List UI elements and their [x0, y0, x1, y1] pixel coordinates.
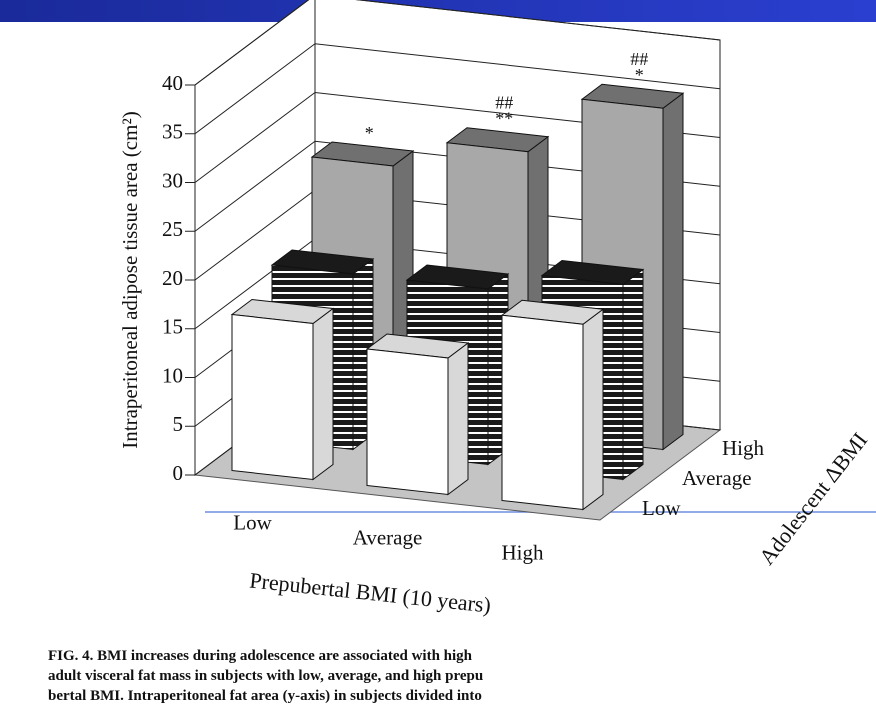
annotation: * — [365, 123, 374, 143]
grid-line — [194, 0, 721, 86]
bar — [366, 348, 449, 496]
bar-side — [622, 268, 644, 481]
bar-side — [662, 92, 684, 451]
annotation: * — [635, 65, 644, 85]
grid-line — [194, 43, 721, 135]
plot: 0510152025303540LowAverageHighLowAverage… — [162, 0, 765, 564]
annotation: ## — [495, 93, 513, 113]
y-tick-label: 10 — [162, 363, 183, 387]
bar-side — [582, 308, 604, 511]
y-tick-label: 40 — [162, 71, 183, 95]
bar — [231, 313, 314, 481]
x-tick-label: Average — [353, 525, 423, 549]
y-tick-label: 25 — [162, 217, 183, 241]
y-tick-label: 30 — [162, 168, 183, 192]
caption-line: bertal BMI. Intraperitoneal fat area (y-… — [48, 688, 482, 704]
legend-label: Average — [682, 466, 752, 490]
y-tick-label: 0 — [173, 461, 184, 485]
bar-side — [447, 342, 469, 496]
bar — [501, 314, 584, 511]
x-tick-label: Low — [233, 510, 272, 534]
bar-side — [312, 307, 334, 481]
caption-line: adult visceral fat mass in subjects with… — [48, 668, 483, 684]
y-tick-label: 5 — [173, 412, 184, 436]
annotation: ## — [630, 49, 648, 69]
x-tick-label: High — [502, 540, 545, 564]
y-tick-label: 35 — [162, 120, 183, 144]
annotation: ** — [495, 109, 513, 129]
y-axis-label: Intraperitoneal adipose tissue area (cm²… — [118, 111, 142, 448]
legend-label: High — [722, 436, 765, 460]
y-tick-label: 20 — [162, 266, 183, 290]
caption: FIG. 4. BMI increases during adolescence… — [48, 648, 483, 704]
legend-label: Low — [642, 496, 681, 520]
y-tick-label: 15 — [162, 315, 183, 339]
caption-line: FIG. 4. BMI increases during adolescence… — [48, 648, 473, 664]
